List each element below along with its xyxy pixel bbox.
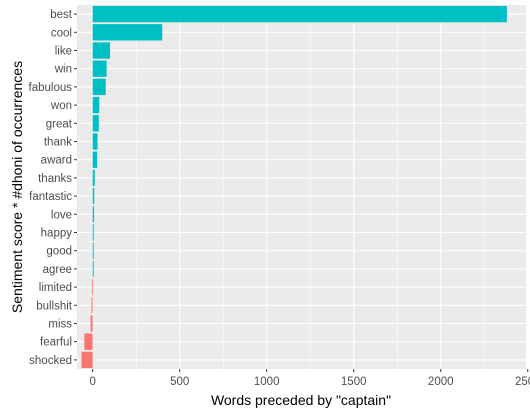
x-tick-label: 500 <box>170 376 189 388</box>
y-tick-label: limited <box>39 282 72 294</box>
bar-good <box>92 242 94 259</box>
bar-fantastic <box>92 187 95 205</box>
bar-shocked <box>81 351 93 369</box>
bar-won <box>92 96 100 114</box>
y-tick-label: thank <box>44 137 72 149</box>
x-tick-label: 1000 <box>254 376 280 388</box>
x-tick-label: 0 <box>89 376 95 388</box>
y-axis-title: Sentiment score * #dhoni of occurrences <box>9 61 25 313</box>
y-tick-label: bullshit <box>36 300 73 312</box>
bar-fearful <box>84 333 93 350</box>
x-tick-label: 1500 <box>341 376 367 388</box>
bar-bullshit <box>91 297 93 314</box>
x-axis: 0 500 1000 1500 2000 2500 <box>89 369 530 388</box>
y-tick-label: best <box>50 9 73 21</box>
y-tick-label: agree <box>43 264 72 276</box>
y-tick-label: thanks <box>38 173 72 185</box>
y-tick-label: happy <box>41 228 73 240</box>
bar-like <box>92 42 111 59</box>
y-tick-label: fantastic <box>29 191 72 203</box>
x-tick-label: 2000 <box>428 376 454 388</box>
y-tick-label: fabulous <box>29 82 73 94</box>
bar-love <box>92 206 95 223</box>
y-tick-label: cool <box>51 27 72 39</box>
bar-great <box>92 115 99 132</box>
y-tick-label: love <box>51 209 72 221</box>
y-tick-label: good <box>46 246 72 258</box>
bar-miss <box>90 315 93 332</box>
bar-limited <box>91 278 93 296</box>
y-tick-label: won <box>50 100 72 112</box>
y-tick-label: miss <box>48 319 72 331</box>
y-tick-label: fearful <box>40 337 72 349</box>
minor-gridlines <box>135 5 485 369</box>
bar-thank <box>92 133 98 150</box>
bar-agree <box>92 260 94 278</box>
bar-cool <box>92 24 163 41</box>
bar-fabulous <box>92 78 106 96</box>
x-axis-title: Words preceded by "captain" <box>211 392 391 408</box>
bar-best <box>92 5 507 23</box>
bars <box>81 5 507 369</box>
y-tick-label: win <box>54 64 72 76</box>
y-axis: best cool like win fabulous won great thank awar… <box>29 9 77 367</box>
bar-award <box>92 151 98 168</box>
x-tick-label: 2500 <box>515 376 530 388</box>
y-tick-label: shocked <box>29 355 72 367</box>
y-tick-label: award <box>41 155 72 167</box>
y-tick-label: great <box>46 118 73 130</box>
plot-panel <box>77 5 526 369</box>
bar-win <box>92 60 107 77</box>
y-tick-label: like <box>55 46 72 58</box>
bar-happy <box>92 224 94 241</box>
bar-thanks <box>92 169 95 187</box>
